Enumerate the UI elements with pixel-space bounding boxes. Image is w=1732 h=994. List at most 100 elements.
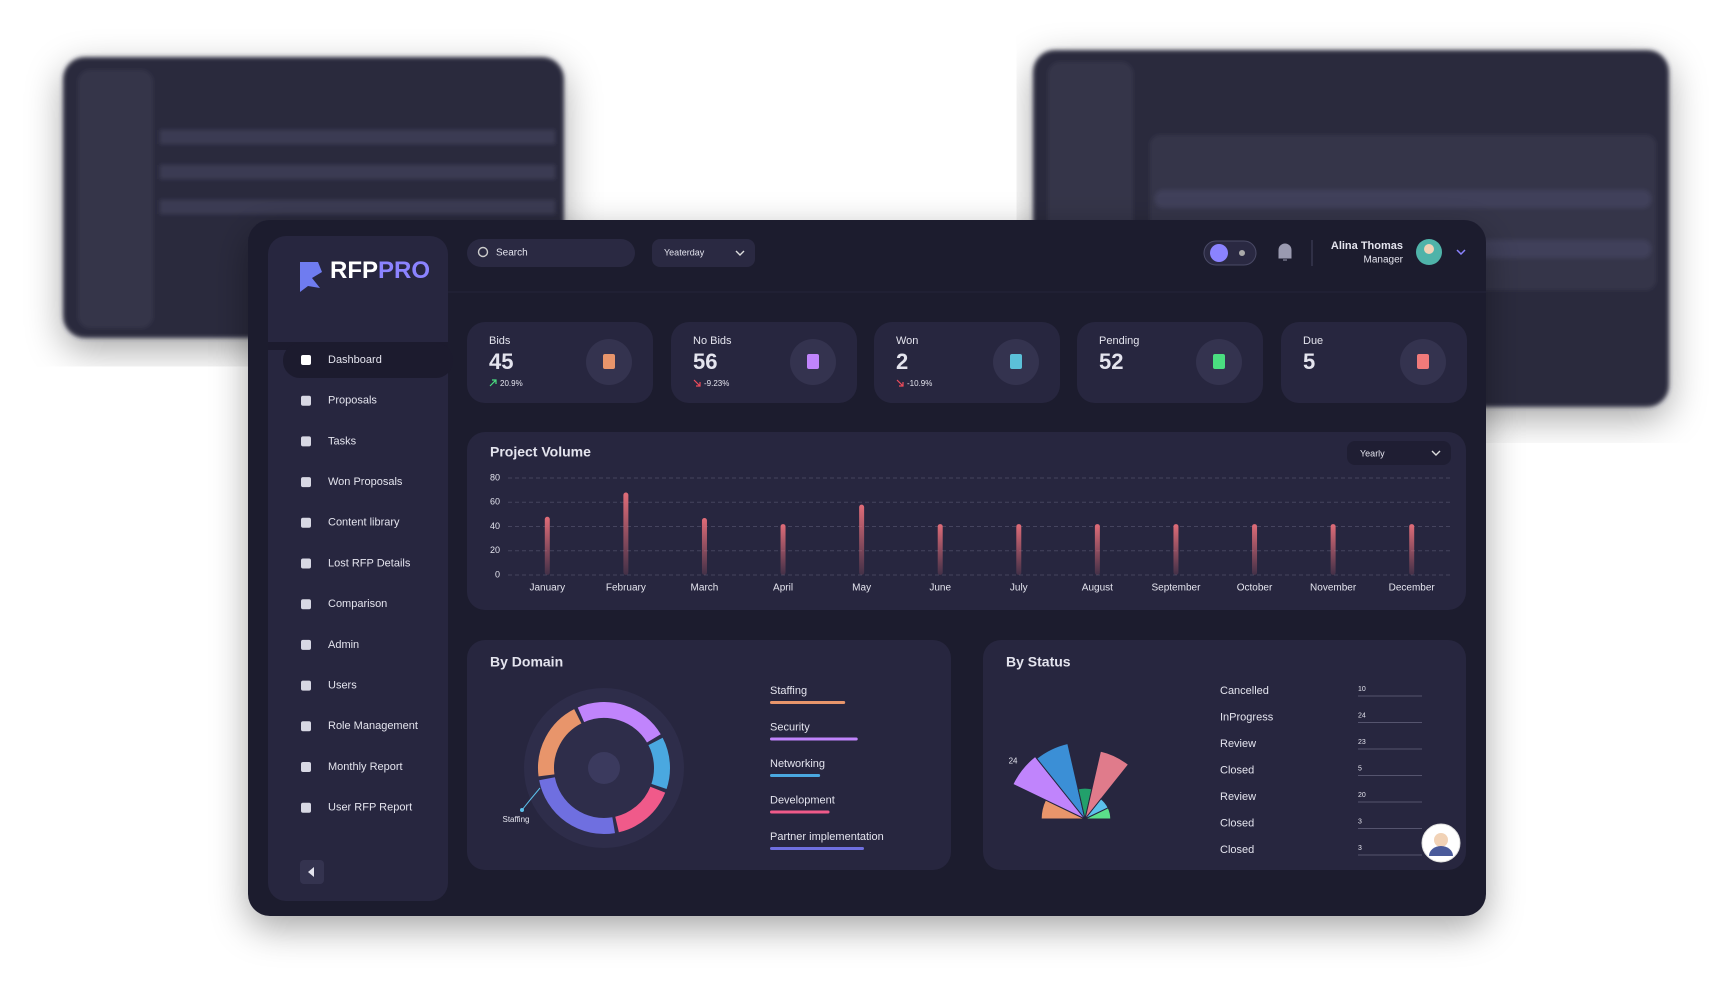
nav-icon [301,477,311,488]
panel-title: By Status [1006,654,1071,670]
nav-item[interactable]: Admin [301,639,359,651]
legend-bar [770,774,821,777]
panel-title: Project Volume [490,444,591,460]
nav-item[interactable]: Tasks [301,435,357,447]
support-face [1434,833,1448,847]
legend-bar [770,701,846,704]
nav-item[interactable]: Comparison [301,598,387,610]
nav-icon [301,721,311,732]
nav-icon [301,762,311,772]
nav-item[interactable]: Role Management [301,720,418,732]
status-label: Closed [1220,817,1254,829]
nav-item[interactable]: User RFP Report [301,802,412,814]
stat-icon [1417,354,1429,369]
nav-label: Lost RFP Details [328,557,411,569]
nav-item[interactable]: Monthly Report [301,761,403,773]
sidebar [268,236,448,901]
active-nav [283,343,453,378]
status-label: Closed [1220,844,1254,856]
legend-label: Staffing [770,685,807,697]
nav-item[interactable]: Won Proposals [301,476,403,488]
legend-label: Partner implementation [770,831,884,843]
polar-slice [1036,742,1086,820]
stat-change: -10.9% [907,379,932,388]
search-icon [477,246,489,258]
user-name: Alina Thomas [1331,240,1403,252]
bar [1094,524,1100,575]
status-value: 3 [1358,818,1362,825]
stat-icon [1213,354,1225,369]
nav-label: Won Proposals [328,476,403,488]
nav-item[interactable]: Dashboard [301,354,382,366]
collapse-icon [308,867,314,877]
bell[interactable] [1278,243,1292,261]
nav-item[interactable]: Proposals [301,395,377,407]
support-body [1429,846,1453,856]
legend-label: Security [770,721,810,733]
annotation: Staffing [503,815,530,824]
donut-segment [538,709,582,777]
stat-label: Pending [1099,335,1139,347]
stat-icon [603,354,615,369]
status-value: 3 [1358,845,1362,852]
stat-value: 2 [896,349,908,374]
nav-item[interactable]: Content library [301,517,400,529]
donut-segment [539,776,615,834]
status-label: Closed [1220,764,1254,776]
bar [1252,524,1258,575]
annotation-line [521,787,541,811]
x-tick-label: July [1010,583,1028,594]
x-tick-label: December [1389,583,1436,594]
trend-arrow [693,379,701,387]
x-tick-label: February [606,583,646,594]
polar-slice [1084,750,1130,820]
y-tick-label: 40 [490,521,500,531]
donut-segment [577,702,661,743]
status-value: 20 [1358,792,1366,799]
stat-icon [1010,354,1022,369]
panel [467,432,1466,610]
stat-label: No Bids [693,335,732,347]
donut-segment [614,786,666,833]
legend-bar [770,847,864,850]
chevron [1431,450,1441,456]
logo: RFPPRO [330,257,430,284]
status-value: 5 [1358,765,1362,772]
bar [1330,524,1336,575]
nav-label: Content library [328,517,400,529]
nav-icon [301,599,311,610]
stat-label: Due [1303,335,1323,347]
nav-item[interactable]: Users [301,680,357,692]
nav-icon [301,558,311,569]
nav-icon [301,436,311,447]
search-box[interactable] [467,239,635,267]
filter-dropdown[interactable] [1347,441,1451,465]
panel-title: By Domain [490,654,563,670]
nav-label: Comparison [328,598,387,610]
x-tick-label: June [929,583,951,594]
nav-icon [301,517,311,528]
status-label: Review [1220,791,1256,803]
user-menu[interactable] [1456,249,1466,256]
stat-value: 5 [1303,349,1315,374]
trend-arrow [896,379,904,387]
nav-item[interactable]: Lost RFP Details [301,557,411,569]
period-dropdown[interactable] [652,239,755,267]
avatar-face [1424,244,1434,254]
bar [544,516,550,575]
bar [780,524,786,575]
x-tick-label: January [530,583,566,594]
period-label: Yeaterday [664,247,705,257]
y-tick-label: 80 [490,472,500,482]
trend-arrow [489,379,497,387]
nav: Dashboard Proposals Tasks Won Proposals Cont… [301,354,418,814]
status-value: 23 [1358,739,1366,746]
user-role: Manager [1364,255,1404,266]
bar [623,492,629,575]
stat-icon [807,354,819,369]
donut-center [588,752,620,784]
x-tick-label: September [1151,583,1201,594]
bar [701,518,707,575]
status-label: Cancelled [1220,685,1269,697]
